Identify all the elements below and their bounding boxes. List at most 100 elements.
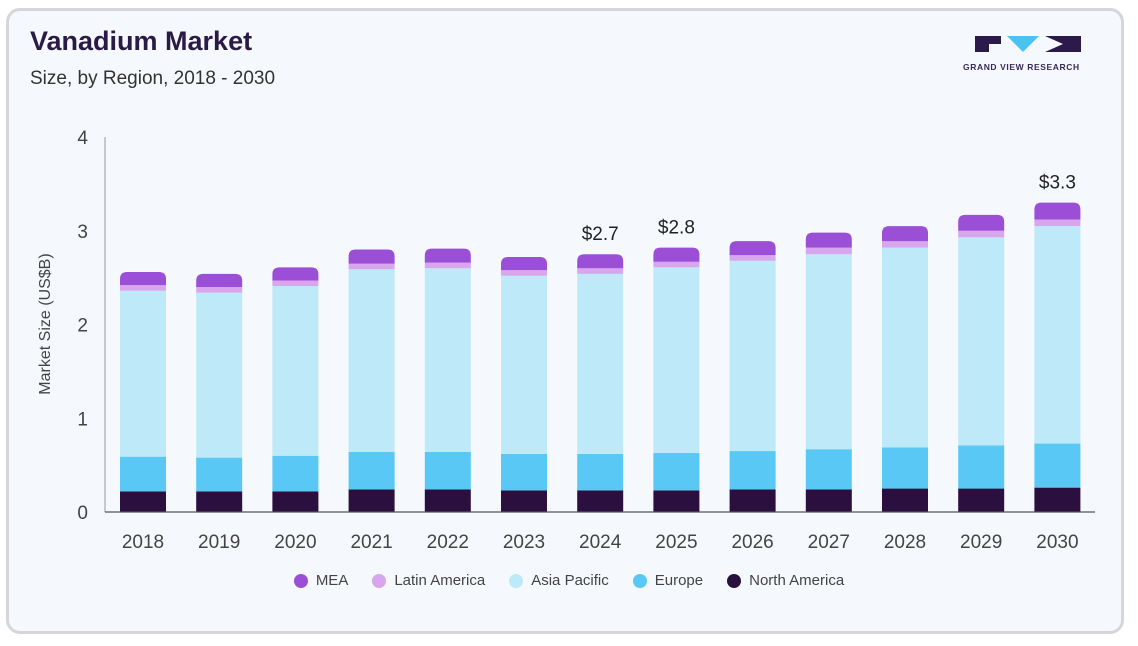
bar-segment-mea — [501, 257, 547, 271]
brand-logo: GRAND VIEW RESEARCH — [963, 28, 1081, 74]
bar-segment-north-america — [424, 489, 471, 512]
bar-segment-mea — [882, 226, 928, 242]
bar-segment-mea — [196, 273, 243, 287]
legend-label: MEA — [315, 572, 349, 589]
x-tick-label: 2018 — [122, 532, 164, 553]
bar-segment-europe — [577, 453, 624, 491]
grand-view-research-logo-icon — [975, 36, 1081, 52]
bar-segment-north-america — [958, 488, 1005, 512]
y-axis-label: Market Size (US$B) — [37, 253, 54, 394]
chart-subtitle: Size, by Region, 2018 - 2030 — [30, 68, 276, 89]
bar-segment-asia-pacific — [348, 269, 395, 452]
bar-segment-europe — [501, 453, 547, 491]
bar-segment-latin-america — [348, 263, 395, 270]
bar-segment-north-america — [577, 490, 624, 512]
y-tick-label: 3 — [77, 222, 88, 243]
bar-segment-europe — [424, 452, 471, 490]
legend-swatch — [372, 573, 387, 588]
y-tick-label: 1 — [77, 409, 88, 430]
bar-segment-asia-pacific — [196, 292, 243, 458]
x-tick-label: 2020 — [274, 532, 316, 553]
x-tick-label: 2027 — [808, 532, 850, 553]
x-tick-label: 2025 — [655, 532, 697, 553]
bar-segment-mea — [424, 248, 471, 263]
bar-segment-latin-america — [958, 230, 1005, 238]
bar-group — [120, 202, 1081, 512]
y-tick-label: 2 — [77, 316, 88, 337]
legend-swatch — [293, 573, 308, 588]
bar-segment-europe — [729, 451, 776, 490]
bar-segment-asia-pacific — [653, 267, 700, 453]
bar-segment-europe — [653, 452, 700, 491]
axes-group: 0 1 2 3 4 Market Size (US$B) 2018 2019 2020 2021 2… — [37, 128, 1095, 553]
bar-segment-mea — [653, 247, 700, 262]
y-tick-label: 4 — [77, 128, 88, 149]
logo-text: GRAND VIEW RESEARCH — [963, 62, 1080, 72]
bar-segment-north-america — [196, 491, 243, 512]
bar-segment-asia-pacific — [577, 273, 624, 454]
bar-segment-latin-america — [653, 261, 700, 268]
bar-segment-north-america — [120, 491, 166, 512]
bar-segment-mea — [729, 241, 776, 256]
legend-item-mea: MEA — [293, 572, 349, 589]
legend-label: Europe — [654, 572, 704, 589]
legend-item-latin-america: Latin America — [372, 572, 485, 589]
bar-segment-europe — [120, 456, 166, 492]
bar-segment-asia-pacific — [272, 286, 319, 456]
bar-segment-europe — [805, 449, 852, 490]
legend-label: Latin America — [394, 572, 486, 589]
legend-item-europe: Europe — [632, 572, 704, 589]
x-tick-label: 2021 — [350, 532, 392, 553]
bar-segment-latin-america — [805, 247, 852, 255]
legend-item-asia-pacific: Asia Pacific — [509, 572, 609, 589]
bar-segment-latin-america — [120, 285, 166, 291]
bar-segment-asia-pacific — [1034, 226, 1081, 444]
bar-segment-north-america — [882, 488, 928, 512]
bar-segment-north-america — [653, 490, 700, 512]
bar-segment-europe — [882, 447, 928, 489]
legend-swatch — [632, 573, 647, 588]
bar-segment-mea — [348, 249, 395, 264]
labels-group: $2.7 $2.8 $3.3 — [582, 173, 1076, 246]
bar-segment-asia-pacific — [729, 260, 776, 452]
bar-segment-north-america — [729, 489, 776, 512]
bar-segment-europe — [958, 445, 1005, 489]
x-tick-label: 2028 — [884, 532, 926, 553]
bar-segment-latin-america — [501, 270, 547, 276]
bar-segment-mea — [120, 272, 166, 286]
bar-segment-mea — [577, 254, 624, 269]
x-tick-label: 2029 — [960, 532, 1002, 553]
legend-item-north-america: North America — [727, 572, 844, 589]
x-tick-label: 2026 — [731, 532, 773, 553]
y-tick-label: 0 — [77, 503, 88, 524]
bar-segment-europe — [272, 455, 319, 492]
data-label: $3.3 — [1039, 173, 1076, 194]
chart-card — [6, 8, 1124, 634]
bar-segment-north-america — [272, 491, 319, 512]
bar-segment-north-america — [501, 490, 547, 512]
bar-segment-mea — [1034, 202, 1081, 220]
x-tick-label: 2019 — [198, 532, 240, 553]
bar-segment-asia-pacific — [424, 268, 471, 452]
bar-segment-latin-america — [196, 287, 243, 293]
bar-segment-north-america — [805, 489, 852, 512]
bar-segment-latin-america — [424, 262, 471, 269]
bar-segment-north-america — [1034, 487, 1081, 512]
bar-segment-asia-pacific — [958, 237, 1005, 446]
bar-segment-asia-pacific — [805, 254, 852, 450]
x-tick-label: 2023 — [503, 532, 545, 553]
data-label: $2.7 — [582, 224, 619, 245]
legend-label: Asia Pacific — [531, 572, 609, 589]
bar-segment-asia-pacific — [501, 275, 547, 454]
legend-swatch — [727, 573, 742, 588]
bar-segment-latin-america — [729, 255, 776, 261]
data-label: $2.8 — [658, 218, 695, 239]
legend-label: North America — [749, 572, 845, 589]
bar-segment-latin-america — [882, 241, 928, 248]
bar-segment-mea — [958, 214, 1005, 231]
bar-segment-mea — [272, 267, 319, 281]
bar-segment-europe — [348, 452, 395, 490]
legend-swatch — [509, 573, 524, 588]
bar-segment-north-america — [348, 489, 395, 512]
